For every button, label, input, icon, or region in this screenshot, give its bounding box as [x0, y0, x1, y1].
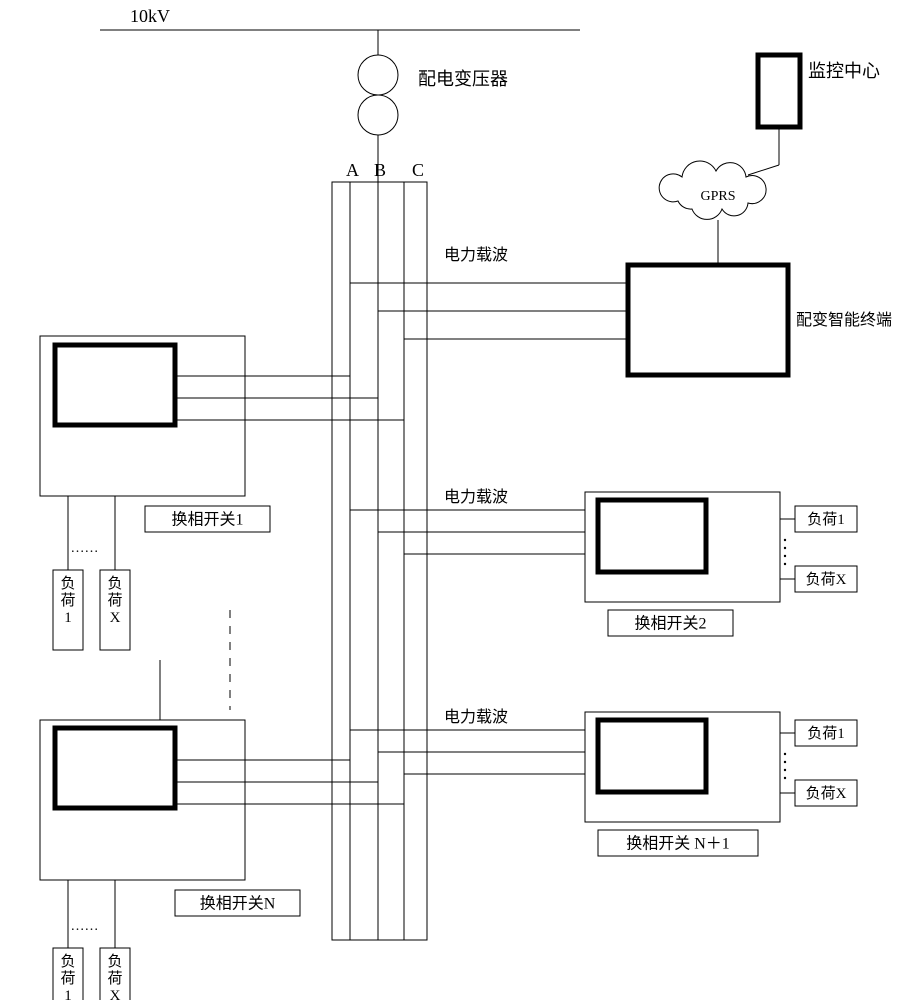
switch2-inner: [598, 500, 706, 572]
switchNp1-load1: 负荷1: [807, 725, 845, 742]
transformer-label: 配电变压器: [418, 69, 508, 89]
switchN-label: 换相开关N: [200, 894, 276, 912]
carrier-label-terminal: 电力载波: [444, 246, 508, 264]
switchNp1-loadx: 负荷X: [806, 785, 847, 802]
switch1-loadx: 负荷X: [107, 575, 122, 626]
switchN-inner: [55, 728, 175, 808]
monitor-center-label: 监控中心: [808, 61, 880, 81]
transformer-coil-bottom: [358, 95, 398, 135]
phase-b-label: B: [374, 160, 386, 180]
phase-a-label: A: [346, 160, 359, 180]
switch1-dots: ……: [71, 541, 99, 556]
switch1-label: 换相开关1: [171, 510, 243, 528]
terminal-box: [628, 265, 788, 375]
switchN-dots: ……: [71, 919, 99, 934]
voltage-label: 10kV: [130, 6, 170, 26]
switch2-load1: 负荷1: [807, 511, 845, 528]
gprs-label: GPRS: [700, 189, 735, 204]
switch2-carrier: 电力载波: [444, 488, 508, 506]
switchNp1-label: 换相开关 N＋1: [626, 834, 730, 852]
switch2-label: 换相开关2: [634, 614, 706, 632]
switchNp1-inner: [598, 720, 706, 792]
switchN-loadx: 负荷X: [107, 953, 122, 1000]
switch2-loadx: 负荷X: [806, 571, 847, 588]
switch1-inner: [55, 345, 175, 425]
switchNp1-carrier: 电力载波: [444, 708, 508, 726]
terminal-label: 配变智能终端: [796, 311, 892, 329]
transformer-coil-top: [358, 55, 398, 95]
phase-c-label: C: [412, 160, 424, 180]
bus-box: [332, 182, 427, 940]
monitor-center-box: [758, 55, 800, 127]
